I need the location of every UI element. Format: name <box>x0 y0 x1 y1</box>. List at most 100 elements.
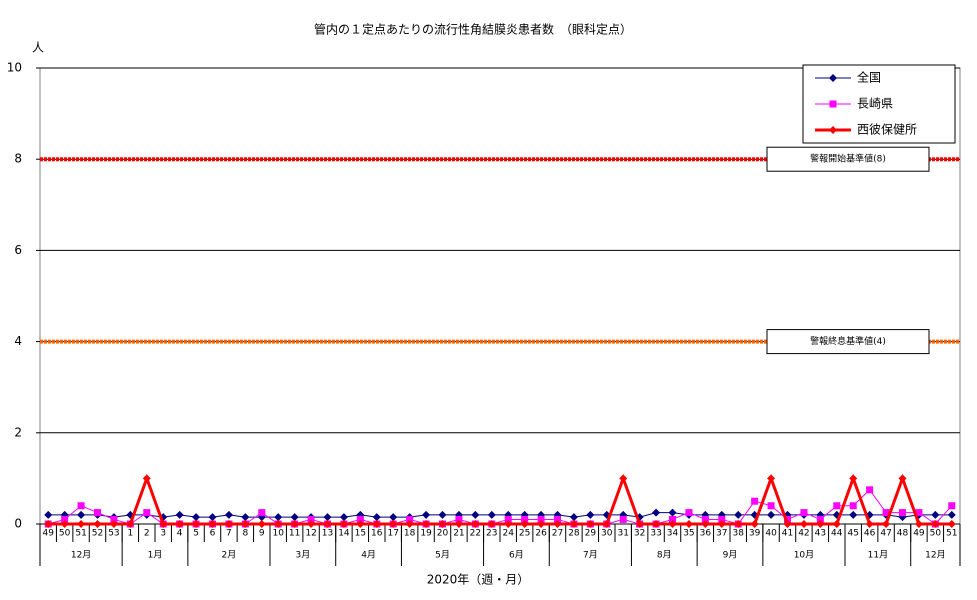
y-tick-label: 8 <box>14 152 22 166</box>
point <box>783 520 792 528</box>
point <box>569 513 578 522</box>
point <box>619 474 628 483</box>
point <box>849 474 858 483</box>
point <box>438 520 447 528</box>
point <box>668 508 677 517</box>
point <box>422 520 431 528</box>
point <box>948 502 956 510</box>
point <box>882 509 890 517</box>
point <box>339 513 348 522</box>
reference-label: 警報終息基準値(4) <box>810 335 886 347</box>
point <box>652 520 661 528</box>
point <box>307 515 315 523</box>
point <box>751 497 759 505</box>
point <box>224 510 233 519</box>
point <box>767 474 776 483</box>
x-tick-label: 28 <box>568 529 580 539</box>
month-label: 7月 <box>583 550 598 561</box>
point <box>175 520 184 528</box>
x-tick-label: 7 <box>226 529 232 539</box>
point <box>882 520 891 528</box>
x-tick-label: 32 <box>634 529 645 539</box>
point <box>406 515 414 523</box>
point <box>684 520 693 528</box>
point <box>816 520 825 528</box>
x-tick-label: 31 <box>617 529 628 539</box>
point <box>931 510 940 519</box>
x-tick-label: 21 <box>453 529 464 539</box>
month-label: 10月 <box>794 550 814 561</box>
x-tick-label: 3 <box>160 529 166 539</box>
point <box>454 520 463 528</box>
month-label: 2月 <box>222 550 237 561</box>
x-tick-label: 35 <box>683 529 694 539</box>
x-tick-label: 46 <box>864 529 876 539</box>
x-tick-label: 37 <box>716 529 727 539</box>
x-tick-label: 40 <box>765 529 777 539</box>
x-tick-label: 14 <box>338 529 350 539</box>
x-tick-label: 52 <box>92 529 103 539</box>
point <box>717 520 726 528</box>
x-tick-label: 2 <box>144 529 150 539</box>
point <box>175 510 184 519</box>
month-label: 12月 <box>925 550 945 561</box>
x-tick-label: 9 <box>259 529 265 539</box>
point <box>241 513 250 522</box>
point <box>142 474 151 483</box>
point <box>77 520 86 528</box>
point <box>718 515 726 523</box>
month-label: 8月 <box>657 550 672 561</box>
point <box>832 520 841 528</box>
point <box>866 486 874 494</box>
point <box>258 509 266 517</box>
point <box>61 515 69 523</box>
point <box>619 515 627 523</box>
x-tick-label: 17 <box>387 529 398 539</box>
x-tick-label: 8 <box>242 529 248 539</box>
point <box>290 520 299 528</box>
x-tick-label: 33 <box>650 529 661 539</box>
x-tick-label: 10 <box>272 529 284 539</box>
x-tick-label: 36 <box>700 529 712 539</box>
point <box>947 520 956 528</box>
point <box>356 515 364 523</box>
x-tick-label: 25 <box>519 529 530 539</box>
month-label: 12月 <box>71 550 91 561</box>
x-tick-label: 24 <box>502 529 514 539</box>
x-tick-label: 47 <box>880 529 891 539</box>
x-tick-label: 34 <box>667 529 679 539</box>
x-tick-label: 16 <box>371 529 383 539</box>
point <box>274 520 283 528</box>
x-tick-label: 5 <box>193 529 199 539</box>
reference-label-box <box>766 329 930 355</box>
y-unit: 人 <box>32 41 44 55</box>
y-tick-label: 2 <box>14 425 22 439</box>
x-tick-label: 29 <box>585 529 597 539</box>
point <box>323 520 332 528</box>
point <box>323 513 332 522</box>
x-tick-label: 27 <box>552 529 563 539</box>
point <box>372 513 381 522</box>
point <box>586 510 595 519</box>
x-tick-label: 38 <box>732 529 744 539</box>
point <box>192 520 201 528</box>
x-tick-label: 48 <box>897 529 909 539</box>
point <box>849 502 857 510</box>
x-tick-label: 22 <box>470 529 481 539</box>
legend-marker <box>829 100 837 108</box>
x-tick-label: 12 <box>305 529 316 539</box>
month-label: 1月 <box>148 550 163 561</box>
point <box>290 513 299 522</box>
point <box>44 510 53 519</box>
x-tick-label: 50 <box>59 529 71 539</box>
point <box>159 520 168 528</box>
x-tick-label: 51 <box>75 529 86 539</box>
point <box>734 510 743 519</box>
point <box>635 520 644 528</box>
point <box>569 520 578 528</box>
point <box>208 513 217 522</box>
x-tick-label: 44 <box>831 529 843 539</box>
point <box>356 520 365 528</box>
point <box>93 520 102 528</box>
point <box>192 513 201 522</box>
